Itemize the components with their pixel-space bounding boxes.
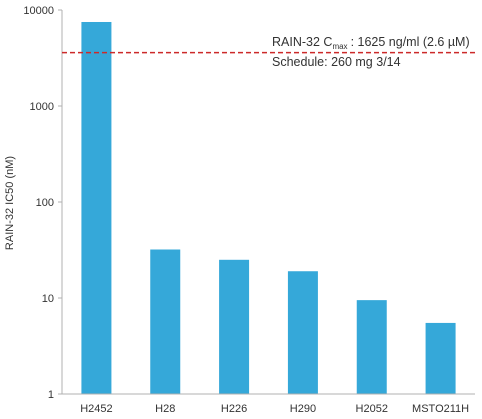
x-tick-label: MSTO211H	[412, 403, 469, 415]
y-tick-label: 100	[36, 197, 54, 209]
reference-label-line2: Schedule: 260 mg 3/14	[272, 55, 401, 69]
y-tick-label: 1	[48, 389, 54, 401]
x-tick-label: H290	[290, 403, 316, 415]
reference-label-prefix: RAIN-32 C	[272, 35, 332, 49]
reference-label-subscript: max	[332, 42, 347, 51]
bars-layer	[81, 21, 456, 395]
bar-h290	[287, 271, 318, 394]
axes-layer	[61, 10, 475, 395]
y-tick-label: 1000	[30, 101, 54, 113]
x-tick-labels: H2452 H28 H226 H290 H2052 MSTO211H	[80, 403, 469, 415]
y-axis-title: RAIN-32 IC50 (nM)	[4, 156, 16, 250]
bar-h2052	[356, 300, 387, 394]
reference-label-line1: RAIN-32 Cmax : 1625 ng/ml (2.6 µM)	[272, 35, 470, 51]
y-ticks: 1 10 100 1000 10000	[23, 5, 62, 401]
bar-h28	[150, 249, 181, 394]
x-tick-label: H226	[221, 403, 247, 415]
bar-h226	[219, 259, 250, 394]
x-tick-label: H2452	[80, 403, 112, 415]
reference-label-suffix: : 1625 ng/ml (2.6 µM)	[351, 35, 470, 49]
x-tick-label: H2052	[356, 403, 388, 415]
bar-h2452	[81, 21, 112, 395]
x-tick-label: H28	[155, 403, 175, 415]
y-tick-label: 10	[42, 293, 54, 305]
y-tick-label: 10000	[23, 5, 54, 17]
bar-msto211h	[425, 322, 456, 394]
